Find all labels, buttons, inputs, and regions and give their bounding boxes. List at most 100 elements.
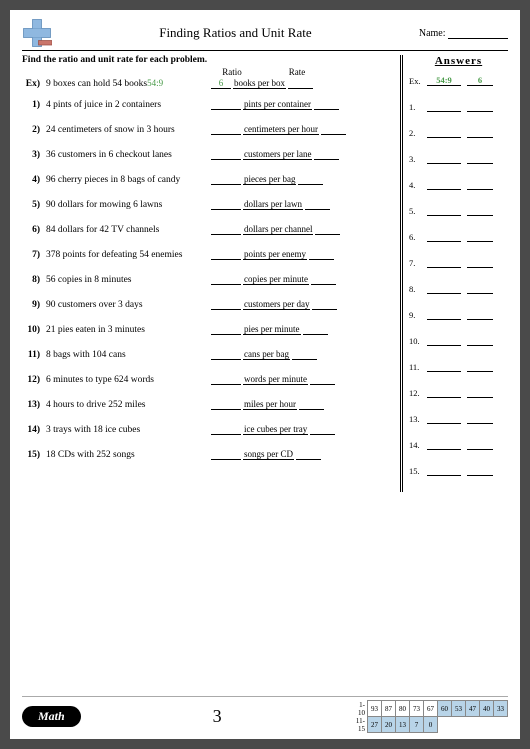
answer-row: 1.: [409, 102, 508, 112]
answer-number: 2.: [409, 128, 427, 138]
answer-ratio: 54:9: [427, 75, 461, 86]
answer-ratio-blank[interactable]: [427, 155, 461, 164]
trailing-blank[interactable]: [299, 400, 324, 410]
problem-text: 4 pints of juice in 2 containers: [46, 100, 211, 110]
score-cell: 7: [410, 717, 424, 733]
problem-number: 3): [22, 150, 46, 160]
answer-ratio-blank[interactable]: [427, 285, 461, 294]
answer-rate-blank[interactable]: [467, 285, 493, 294]
answer-ratio-blank[interactable]: [427, 337, 461, 346]
trailing-blank[interactable]: [288, 79, 313, 89]
answer-number: 14.: [409, 440, 427, 450]
example-ratio: 54:9: [147, 78, 163, 88]
answer-ratio-blank[interactable]: [427, 363, 461, 372]
unit-label: ice cubes per tray: [243, 424, 308, 435]
answer-rate-blank[interactable]: [467, 155, 493, 164]
answer-rate-blank[interactable]: [467, 129, 493, 138]
answer-rate-blank[interactable]: [467, 233, 493, 242]
trailing-blank[interactable]: [292, 350, 317, 360]
rate-blank[interactable]: [211, 100, 241, 110]
answer-rate-blank[interactable]: [467, 181, 493, 190]
trailing-blank[interactable]: [310, 425, 335, 435]
answer-ratio-blank[interactable]: [427, 259, 461, 268]
answer-ratio-blank[interactable]: [427, 207, 461, 216]
problem-row: 1)4 pints of juice in 2 containerspints …: [22, 99, 392, 110]
answer-number: 8.: [409, 284, 427, 294]
rate-cell: pints per container: [211, 99, 392, 110]
rate-blank[interactable]: [211, 425, 241, 435]
rate-blank[interactable]: [211, 325, 241, 335]
rate-blank[interactable]: [211, 200, 241, 210]
worksheet-title: Finding Ratios and Unit Rate: [52, 25, 419, 41]
answer-rate-blank[interactable]: [467, 415, 493, 424]
worksheet-page: Finding Ratios and Unit Rate Name: Find …: [10, 10, 520, 739]
problem-number: 10): [22, 325, 46, 335]
answer-ratio-blank[interactable]: [427, 311, 461, 320]
plus-logo-icon: [22, 18, 52, 48]
answer-ratio-blank[interactable]: [427, 467, 461, 476]
trailing-blank[interactable]: [314, 100, 339, 110]
trailing-blank[interactable]: [309, 250, 334, 260]
answer-rate-blank[interactable]: [467, 363, 493, 372]
score-cell: 0: [424, 717, 438, 733]
problems-list: Ex) 9 boxes can hold 54 books54:9 6 book…: [22, 78, 392, 460]
trailing-blank[interactable]: [311, 275, 336, 285]
problem-number: 5): [22, 200, 46, 210]
answer-number: 13.: [409, 414, 427, 424]
rate-blank[interactable]: [211, 150, 241, 160]
answer-rate-blank[interactable]: [467, 311, 493, 320]
answer-row: 3.: [409, 154, 508, 164]
answer-ratio-blank[interactable]: [427, 129, 461, 138]
score-cell: 33: [494, 701, 508, 717]
answer-rate-blank[interactable]: [467, 337, 493, 346]
rate-cell: dollars per lawn: [211, 199, 392, 210]
rate-cell: centimeters per hour: [211, 124, 392, 135]
answer-ratio-blank[interactable]: [427, 415, 461, 424]
answer-ratio-blank[interactable]: [427, 233, 461, 242]
answer-rate-blank[interactable]: [467, 441, 493, 450]
rate-blank[interactable]: [211, 225, 241, 235]
trailing-blank[interactable]: [305, 200, 330, 210]
rate-cell: points per enemy: [211, 249, 392, 260]
answer-rate-blank[interactable]: [467, 467, 493, 476]
rate-cell: pies per minute: [211, 324, 392, 335]
answer-rate-blank[interactable]: [467, 207, 493, 216]
trailing-blank[interactable]: [321, 125, 346, 135]
problem-row: 13)4 hours to drive 252 milesmiles per h…: [22, 399, 392, 410]
answer-ratio-blank[interactable]: [427, 441, 461, 450]
trailing-blank[interactable]: [315, 225, 340, 235]
trailing-blank[interactable]: [296, 450, 321, 460]
problem-number: 12): [22, 375, 46, 385]
rate-blank[interactable]: [211, 300, 241, 310]
problem-text: 36 customers in 6 checkout lanes: [46, 150, 211, 160]
answer-rate-blank[interactable]: [467, 259, 493, 268]
answer-ratio-blank[interactable]: [427, 181, 461, 190]
rate-blank[interactable]: [211, 175, 241, 185]
score-cell: 40: [480, 701, 494, 717]
score-table: 1-10 93 87 80 73 67 60 53 47 40 33 11-15…: [354, 700, 509, 733]
rate-blank[interactable]: [211, 250, 241, 260]
answer-rate-blank[interactable]: [467, 389, 493, 398]
rate-blank[interactable]: [211, 400, 241, 410]
problem-text: 378 points for defeating 54 enemies: [46, 250, 211, 260]
rate-blank[interactable]: [211, 375, 241, 385]
rate-blank[interactable]: [211, 350, 241, 360]
answer-ratio-blank[interactable]: [427, 103, 461, 112]
answer-ratio-blank[interactable]: [427, 389, 461, 398]
trailing-blank[interactable]: [298, 175, 323, 185]
answer-row: 15.: [409, 466, 508, 476]
unit-label: dollars per channel: [243, 224, 313, 235]
problem-number: Ex): [22, 79, 46, 89]
rate-blank[interactable]: [211, 450, 241, 460]
trailing-blank[interactable]: [303, 325, 328, 335]
trailing-blank[interactable]: [310, 375, 335, 385]
trailing-blank[interactable]: [314, 150, 339, 160]
unit-label: pies per minute: [243, 324, 301, 335]
rate-blank[interactable]: [211, 125, 241, 135]
rate-blank[interactable]: [211, 275, 241, 285]
trailing-blank[interactable]: [312, 300, 337, 310]
answer-rate-blank[interactable]: [467, 103, 493, 112]
unit-label: books per box: [233, 78, 286, 89]
name-blank[interactable]: [448, 30, 508, 39]
problem-number: 1): [22, 100, 46, 110]
